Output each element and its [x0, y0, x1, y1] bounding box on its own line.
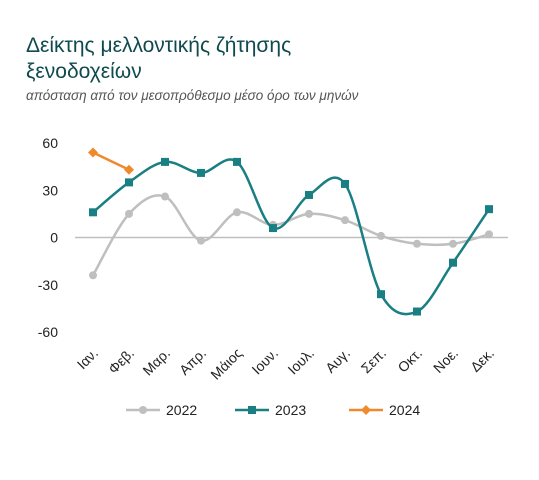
y-tick-label: 60 [42, 135, 58, 151]
marker [361, 405, 371, 415]
marker [485, 230, 493, 239]
marker [305, 190, 313, 199]
marker [233, 157, 241, 166]
y-tick-label: -60 [38, 324, 58, 340]
chart-title: Δείκτης μελλοντικής ζήτησης ξενοδοχείων [26, 34, 291, 83]
marker [485, 205, 493, 214]
marker [413, 239, 421, 248]
marker [341, 216, 349, 225]
title-line: Δείκτης μελλοντικής ζήτησης [26, 34, 291, 57]
series [88, 147, 134, 175]
legend-label: 2023 [275, 402, 306, 418]
marker [125, 178, 133, 187]
legend-label: 2024 [389, 402, 420, 418]
marker [89, 208, 97, 217]
y-tick-label: 0 [50, 230, 58, 246]
legend-item: 2023 [235, 402, 306, 418]
y-tick-label: 30 [42, 182, 58, 198]
marker [197, 168, 205, 177]
marker [233, 208, 241, 217]
marker [413, 307, 421, 316]
series [89, 157, 493, 316]
marker [248, 406, 256, 414]
marker [305, 209, 313, 218]
marker [377, 290, 385, 299]
legend-label: 2022 [166, 402, 197, 418]
marker [88, 147, 98, 158]
marker [449, 258, 457, 267]
marker [125, 209, 133, 218]
chart-subtitle: απόσταση από τον μεσοπρόθεσμο μέσο όρο τ… [26, 88, 359, 103]
legend-item: 2022 [126, 402, 197, 418]
marker [377, 231, 385, 240]
marker [449, 239, 457, 248]
marker [124, 164, 134, 175]
marker [197, 236, 205, 245]
marker [269, 224, 277, 233]
marker [161, 192, 169, 201]
title-line: ξενοδοχείων [26, 60, 142, 83]
y-tick-label: -30 [38, 277, 58, 293]
legend-item: 2024 [349, 402, 420, 418]
marker [341, 179, 349, 188]
marker [161, 157, 169, 166]
marker [89, 271, 97, 280]
marker [139, 406, 147, 414]
